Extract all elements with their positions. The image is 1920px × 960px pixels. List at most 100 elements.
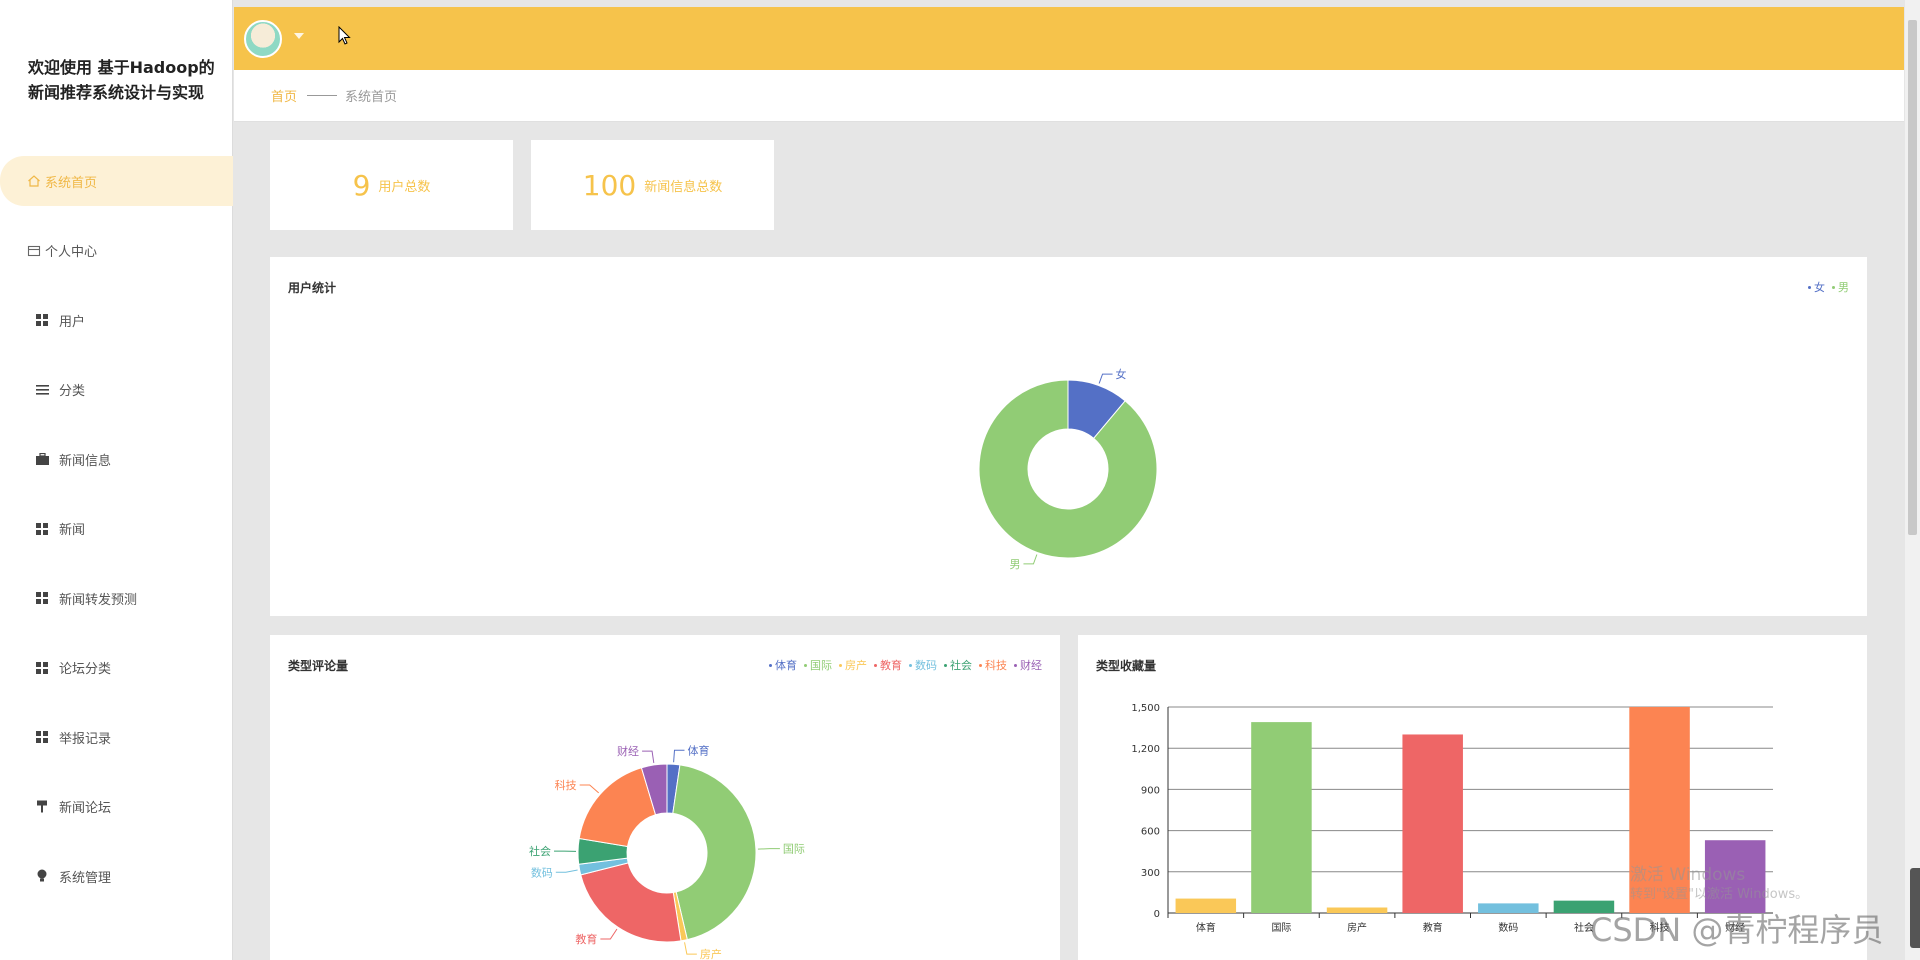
- sidebar-item-label: 新闻: [59, 523, 86, 538]
- breadcrumb-home-link[interactable]: 首页: [271, 90, 298, 105]
- pie-label: 女: [1116, 367, 1127, 381]
- legend-dot-icon: [944, 663, 947, 667]
- sidebar-item-forum-category[interactable]: 论坛分类: [0, 643, 233, 693]
- legend-label: 女: [1814, 281, 1825, 294]
- legend-dot-icon: [1808, 285, 1811, 289]
- legend-label: 科技: [985, 659, 1007, 672]
- bar[interactable]: [1175, 898, 1237, 913]
- stat-value: 9: [352, 168, 371, 202]
- sidebar-item-report-records[interactable]: 举报记录: [0, 712, 233, 762]
- grid-icon: [35, 591, 49, 605]
- legend-item[interactable]: 体育: [769, 657, 797, 673]
- legend-dot-icon: [839, 663, 842, 667]
- pie-slice[interactable]: [578, 767, 657, 848]
- mouse-cursor-icon: [338, 26, 351, 45]
- bar[interactable]: [1553, 900, 1615, 913]
- x-tick-label: 数码: [1498, 921, 1518, 934]
- grid-icon: [35, 730, 49, 744]
- legend-item[interactable]: 教育: [874, 657, 902, 673]
- pie-label: 社会: [529, 844, 551, 858]
- pie-label: 国际: [783, 843, 805, 856]
- sidebar-item-system-management[interactable]: 系统管理: [0, 851, 233, 901]
- scrollbar-thumb[interactable]: [1908, 20, 1917, 535]
- legend-label: 社会: [950, 659, 972, 672]
- legend-item[interactable]: 社会: [944, 657, 972, 673]
- home-icon: [27, 174, 41, 188]
- pie-label-line: [684, 942, 697, 955]
- legend-item[interactable]: 国际: [804, 657, 832, 673]
- side-handle[interactable]: [1910, 868, 1920, 948]
- sidebar-item-label: 系统管理: [59, 870, 112, 886]
- legend-dot-icon: [769, 663, 772, 667]
- sidebar-item-label: 分类: [59, 384, 86, 399]
- sidebar-item-news-forum[interactable]: 新闻论坛: [0, 782, 233, 832]
- legend-label: 国际: [810, 659, 832, 672]
- list-icon: [35, 383, 49, 397]
- breadcrumb-separator: [307, 95, 338, 96]
- bar[interactable]: [1402, 734, 1463, 913]
- legend-item[interactable]: 男: [1832, 279, 1849, 295]
- bar[interactable]: [1251, 722, 1312, 913]
- legend-dot-icon: [804, 663, 807, 667]
- sidebar-item-label: 用户: [59, 314, 86, 330]
- pie-label-line: [600, 928, 618, 940]
- sidebar-item-home[interactable]: 系统首页: [0, 156, 233, 206]
- pie-label-line: [579, 784, 600, 794]
- pie-label-line: [1023, 554, 1038, 565]
- avatar[interactable]: [244, 20, 282, 58]
- sidebar-item-profile[interactable]: 个人中心: [0, 226, 233, 276]
- sidebar-item-category[interactable]: 分类: [0, 365, 233, 415]
- windows-activation-notice: 激活 Windows 转到"设置"以激活 Windows。: [1630, 865, 1808, 905]
- sidebar-item-news[interactable]: 新闻: [0, 504, 233, 554]
- sidebar-item-label: 新闻论坛: [59, 801, 112, 816]
- pie-slice[interactable]: [978, 379, 1158, 559]
- type-favorites-chart: 0 300 600 900 1,200 1,500 体育 国际 房产 教育 数码 社会 科技 财经: [1131, 703, 1773, 934]
- legend-label: 房产: [845, 659, 867, 672]
- pie-label: 财经: [617, 744, 639, 758]
- legend-item[interactable]: 财经: [1014, 657, 1042, 673]
- legend-dot-icon: [1014, 663, 1017, 667]
- id-card-icon: [27, 244, 41, 258]
- stat-value: 100: [582, 168, 637, 202]
- bar[interactable]: [1704, 840, 1766, 913]
- x-tick-label: 社会: [1574, 921, 1594, 934]
- x-tick-label: 科技: [1650, 921, 1670, 934]
- legend-item[interactable]: 房产: [839, 657, 867, 673]
- y-tick-label: 600: [1141, 827, 1160, 838]
- legend-dot-icon: [909, 663, 912, 667]
- chart-title: 用户统计: [288, 281, 337, 295]
- pie-label-line: [642, 750, 655, 764]
- watermark: CSDN @青柠程序员: [1590, 911, 1884, 949]
- vertical-scrollbar[interactable]: [1905, 0, 1920, 960]
- legend-item[interactable]: 女: [1808, 279, 1825, 295]
- x-tick-label: 国际: [1271, 922, 1291, 934]
- pie-label: 房产: [700, 947, 722, 960]
- legend-item[interactable]: 科技: [979, 657, 1007, 673]
- bar[interactable]: [1326, 907, 1388, 913]
- grid-icon: [35, 661, 49, 675]
- bar[interactable]: [1478, 903, 1539, 913]
- legend-item[interactable]: 数码: [909, 657, 937, 673]
- y-tick-label: 900: [1141, 785, 1160, 796]
- pie-label: 教育: [575, 932, 597, 946]
- legend-label: 体育: [775, 659, 797, 672]
- sidebar-item-news-info[interactable]: 新闻信息: [0, 434, 233, 484]
- pie-slice[interactable]: [580, 862, 682, 943]
- sidebar-item-forward-prediction[interactable]: 新闻转发预测: [0, 573, 233, 623]
- pie-slice[interactable]: [672, 764, 757, 941]
- pie-slice[interactable]: [640, 763, 668, 816]
- breadcrumb: 首页 系统首页: [234, 70, 1904, 122]
- x-tick-label: 体育: [1196, 921, 1216, 934]
- sidebar-item-label: 举报记录: [59, 731, 112, 747]
- sidebar-item-label: 新闻转发预测: [59, 592, 138, 608]
- legend-label: 男: [1838, 281, 1849, 294]
- x-tick-label: 财经: [1725, 921, 1745, 934]
- y-tick-label: 300: [1141, 868, 1160, 879]
- breadcrumb-current: 系统首页: [345, 90, 398, 105]
- x-tick-label: 房产: [1347, 921, 1367, 934]
- sidebar-item-users[interactable]: 用户: [0, 295, 233, 345]
- bar[interactable]: [1629, 707, 1690, 913]
- bulb-icon: [35, 869, 49, 883]
- chevron-down-icon[interactable]: [294, 33, 304, 39]
